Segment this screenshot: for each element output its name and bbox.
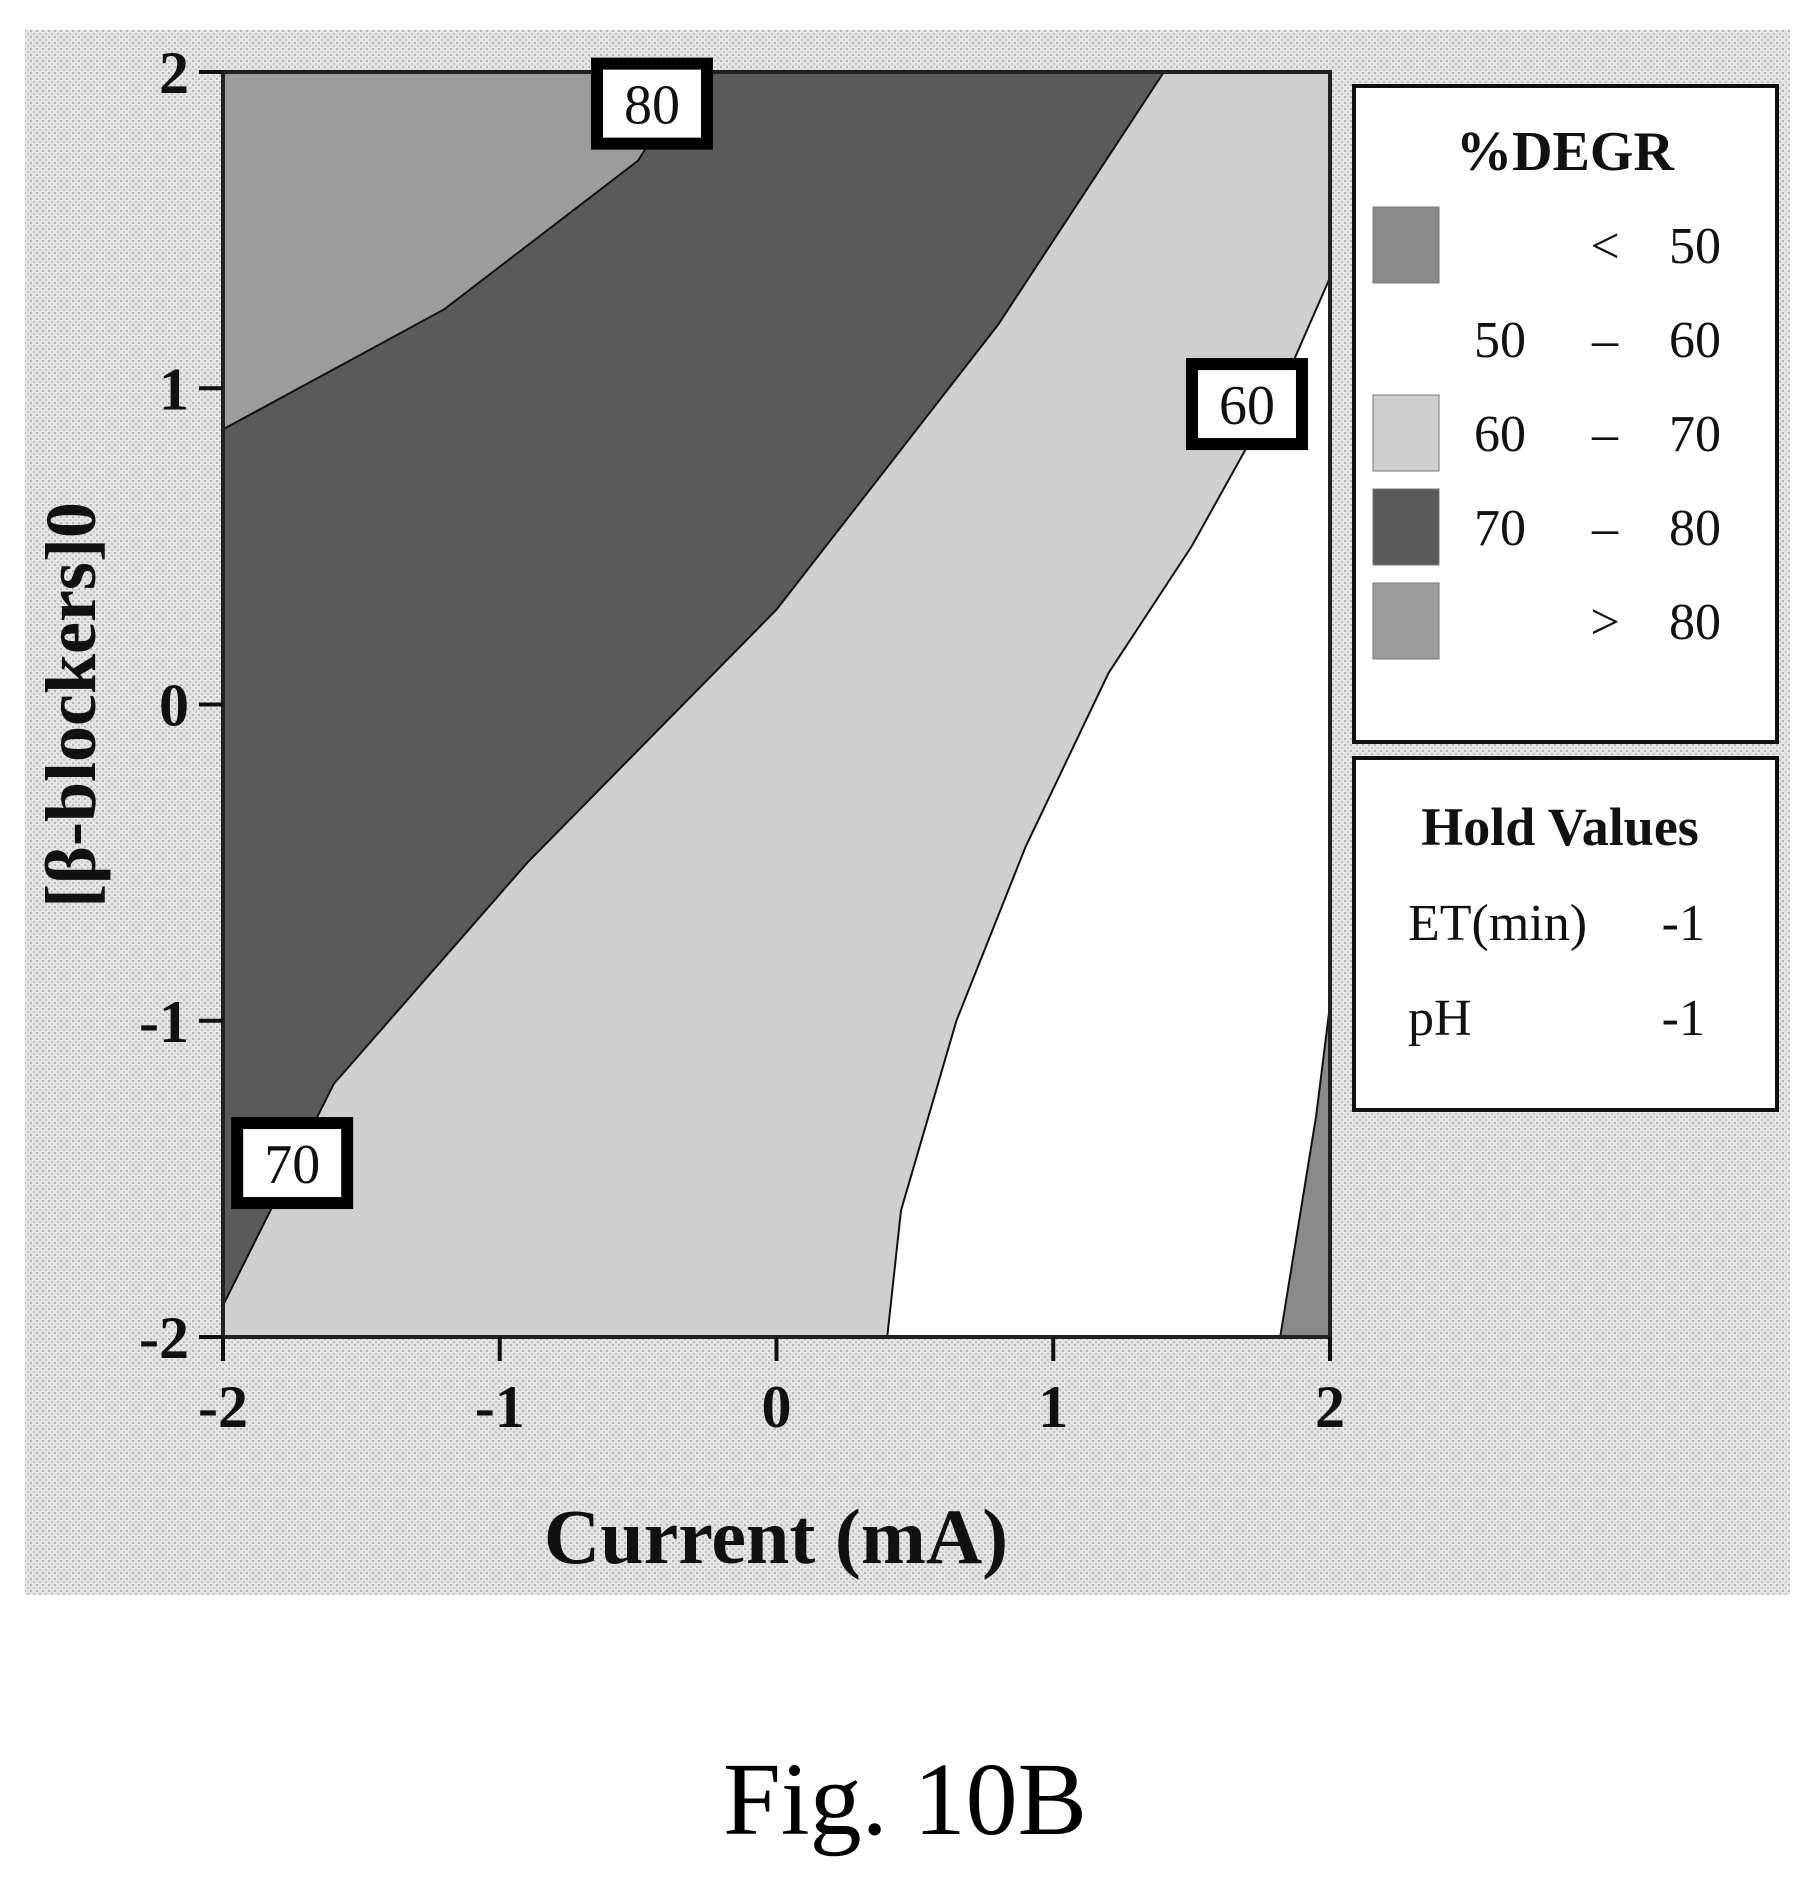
legend-swatch [1372, 488, 1440, 566]
contour-label-box [231, 1117, 354, 1210]
contour-label-box [1185, 358, 1308, 451]
legend-from: 70 [1474, 500, 1526, 557]
legend-op: – [1591, 500, 1619, 557]
legend-to: 80 [1669, 500, 1721, 557]
legend-swatch [1372, 206, 1440, 284]
y-tick-label: 1 [159, 356, 189, 422]
legend-to: 70 [1669, 406, 1721, 463]
legend-to: 80 [1669, 594, 1721, 651]
x-tick-label: 2 [1315, 1374, 1345, 1440]
contour-labels: 80 70 60 [231, 57, 1308, 1210]
legend-from: 50 [1474, 312, 1526, 369]
hold-values-rows: ET(min) -1 pH -1 [1408, 895, 1705, 1047]
figure-caption: Fig. 10B [722, 1742, 1088, 1857]
hold-value: -1 [1662, 990, 1705, 1047]
legend-to: 60 [1669, 312, 1721, 369]
legend-op: – [1591, 312, 1619, 369]
legend-from: 60 [1474, 406, 1526, 463]
contour-regions [223, 72, 1330, 1338]
contour-region-2 [223, 72, 1330, 1337]
x-tick-label: -1 [475, 1374, 525, 1440]
x-tick-label: -2 [198, 1374, 248, 1440]
contour-region-0 [223, 72, 694, 430]
legend-to: 50 [1669, 218, 1721, 275]
contour-label-box [590, 57, 713, 150]
contour-label-70: 70 [264, 1134, 320, 1196]
contour-region-3 [887, 277, 1330, 1338]
contour-label-60: 60 [1219, 375, 1275, 437]
hold-value: -1 [1662, 895, 1705, 952]
contour-line-50 [1279, 1004, 1331, 1338]
x-axis-label: Current (mA) [544, 1493, 1008, 1580]
contour-region-1 [223, 72, 1164, 1306]
x-tick-label: 1 [1038, 1374, 1068, 1440]
legend-swatch [1372, 582, 1440, 660]
contour-label-80: 80 [624, 75, 680, 137]
legend-op: < [1590, 218, 1619, 275]
hold-value-name: ET(min) [1408, 895, 1587, 952]
legend-title: %DEGR [1456, 121, 1674, 183]
legend-swatch [1373, 301, 1439, 377]
y-tick-label: -2 [139, 1305, 189, 1371]
y-tick-label: 2 [159, 40, 189, 106]
contour-region-4 [1280, 1004, 1330, 1337]
legend-op: > [1590, 594, 1619, 651]
axis-ticks: -2 -1 0 1 2 -2 -1 0 1 2 [139, 40, 1345, 1440]
legend-swatch [1372, 394, 1440, 472]
x-tick-label: 0 [762, 1374, 792, 1440]
legend-op: – [1591, 406, 1619, 463]
hold-values-box: Hold Values ET(min) -1 pH -1 [1352, 756, 1779, 1112]
y-tick-label: -1 [139, 989, 189, 1055]
y-tick-label: 0 [159, 673, 189, 739]
y-axis-label: [β-blockers]0 [31, 502, 111, 908]
hold-value-name: pH [1408, 990, 1472, 1047]
hold-values-title: Hold Values [1421, 797, 1699, 857]
